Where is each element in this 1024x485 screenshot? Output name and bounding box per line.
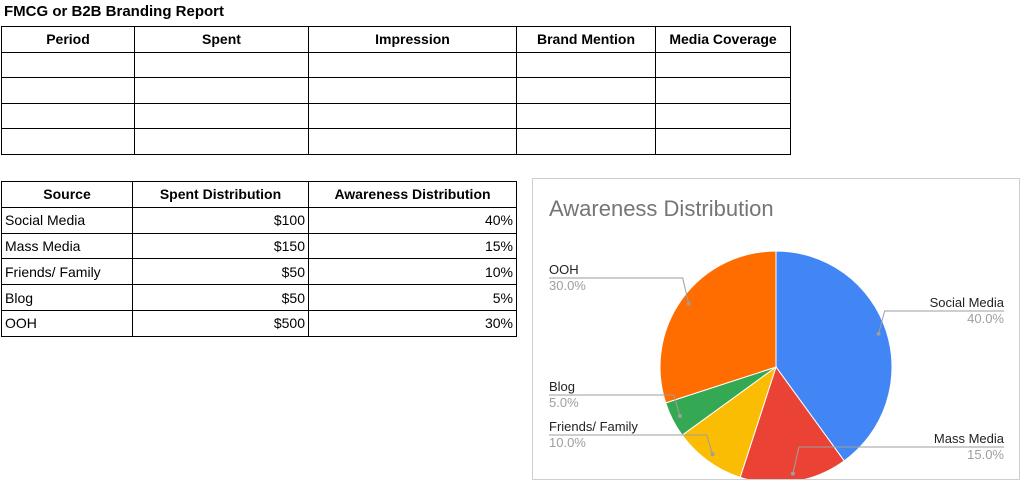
table-cell[interactable]: [1, 51, 135, 78]
awareness-cell[interactable]: 5%: [308, 284, 517, 311]
table-row: OOH $500 30%: [1, 309, 517, 337]
source-cell[interactable]: Social Media: [1, 206, 133, 234]
report-title: FMCG or B2B Branding Report: [4, 3, 224, 20]
column-header-media-coverage[interactable]: Media Coverage: [655, 26, 791, 53]
column-header-awareness-distribution[interactable]: Awareness Distribution: [308, 181, 517, 208]
source-cell[interactable]: Blog: [1, 284, 133, 311]
table-cell[interactable]: [516, 77, 656, 104]
pie-slice-social-media[interactable]: [775, 250, 893, 462]
leader-line-friends-family: [549, 434, 714, 455]
table-cell[interactable]: [134, 102, 309, 129]
table-row: Blog $50 5%: [1, 284, 517, 311]
column-header-spent-distribution[interactable]: Spent Distribution: [132, 181, 309, 208]
leader-line-ooh: [549, 277, 690, 304]
report-table: Period Spent Impression Brand Mention Me…: [1, 26, 791, 155]
table-cell[interactable]: [134, 77, 309, 104]
slice-label-social-media: Social Media: [930, 295, 1005, 310]
awareness-cell[interactable]: 10%: [308, 258, 517, 286]
table-cell[interactable]: [1, 77, 135, 104]
pie-slice-friends-family[interactable]: [681, 365, 777, 478]
column-header-source[interactable]: Source: [1, 181, 133, 208]
report-header-row: Period Spent Impression Brand Mention Me…: [1, 26, 791, 53]
spent-cell[interactable]: $50: [132, 258, 309, 286]
table-row: [1, 51, 791, 78]
leader-line-blog: [549, 394, 681, 417]
source-cell[interactable]: OOH: [1, 309, 133, 337]
table-cell[interactable]: [655, 102, 791, 129]
spent-cell[interactable]: $100: [132, 206, 309, 234]
table-cell[interactable]: [308, 51, 517, 78]
slice-percent-blog: 5.0%: [549, 395, 579, 410]
awareness-cell[interactable]: 15%: [308, 232, 517, 260]
column-header-spent[interactable]: Spent: [134, 26, 309, 53]
pie-chart-card[interactable]: Awareness Distribution Social Media 40.0%…: [532, 178, 1020, 480]
slice-percent-friends-family: 10.0%: [549, 435, 586, 450]
source-header-row: Source Spent Distribution Awareness Dist…: [1, 181, 517, 208]
table-cell[interactable]: [134, 51, 309, 78]
slice-label-mass-media: Mass Media: [934, 431, 1005, 446]
table-cell[interactable]: [308, 102, 517, 129]
table-cell[interactable]: [516, 102, 656, 129]
pie-slices: [659, 250, 893, 479]
table-cell[interactable]: [1, 102, 135, 129]
leader-line-social-media: [878, 310, 1004, 334]
table-row: [1, 128, 791, 155]
spent-cell[interactable]: $50: [132, 284, 309, 311]
awareness-cell[interactable]: 30%: [308, 309, 517, 337]
table-cell[interactable]: [1, 128, 135, 155]
slice-percent-mass-media: 15.0%: [967, 447, 1004, 462]
pie-chart[interactable]: Awareness Distribution Social Media40.0%…: [533, 179, 1019, 479]
table-row: Friends/ Family $50 10%: [1, 258, 517, 286]
table-cell[interactable]: [308, 128, 517, 155]
table-row: Social Media $100 40%: [1, 206, 517, 234]
slice-label-ooh: OOH: [549, 262, 579, 277]
table-row: Mass Media $150 15%: [1, 232, 517, 260]
table-cell[interactable]: [134, 128, 309, 155]
spent-cell[interactable]: $150: [132, 232, 309, 260]
source-cell[interactable]: Mass Media: [1, 232, 133, 260]
spent-cell[interactable]: $500: [132, 309, 309, 337]
leader-dot-social-media: [876, 331, 881, 336]
slice-label-friends-family: Friends/ Family: [549, 419, 638, 434]
pie-slice-ooh[interactable]: [659, 250, 777, 404]
table-row: [1, 102, 791, 129]
leader-dot-ooh: [686, 301, 691, 306]
column-header-brand-mention[interactable]: Brand Mention: [516, 26, 656, 53]
table-cell[interactable]: [516, 51, 656, 78]
source-cell[interactable]: Friends/ Family: [1, 258, 133, 286]
table-cell[interactable]: [655, 77, 791, 104]
table-cell[interactable]: [655, 128, 791, 155]
awareness-cell[interactable]: 40%: [308, 206, 517, 234]
leader-dot-blog: [677, 414, 682, 418]
slice-percent-social-media: 40.0%: [967, 311, 1004, 326]
table-cell[interactable]: [516, 128, 656, 155]
slice-percent-ooh: 30.0%: [549, 278, 586, 293]
column-header-period[interactable]: Period: [1, 26, 135, 53]
pie-slice-mass-media[interactable]: [739, 365, 845, 479]
column-header-impression[interactable]: Impression: [308, 26, 517, 53]
slice-label-blog: Blog: [549, 379, 575, 394]
table-row: [1, 77, 791, 104]
source-distribution-table: Source Spent Distribution Awareness Dist…: [1, 181, 517, 337]
leader-line-mass-media: [792, 446, 1004, 474]
table-cell[interactable]: [655, 51, 791, 78]
table-cell[interactable]: [308, 77, 517, 104]
chart-title: Awareness Distribution: [549, 196, 774, 221]
